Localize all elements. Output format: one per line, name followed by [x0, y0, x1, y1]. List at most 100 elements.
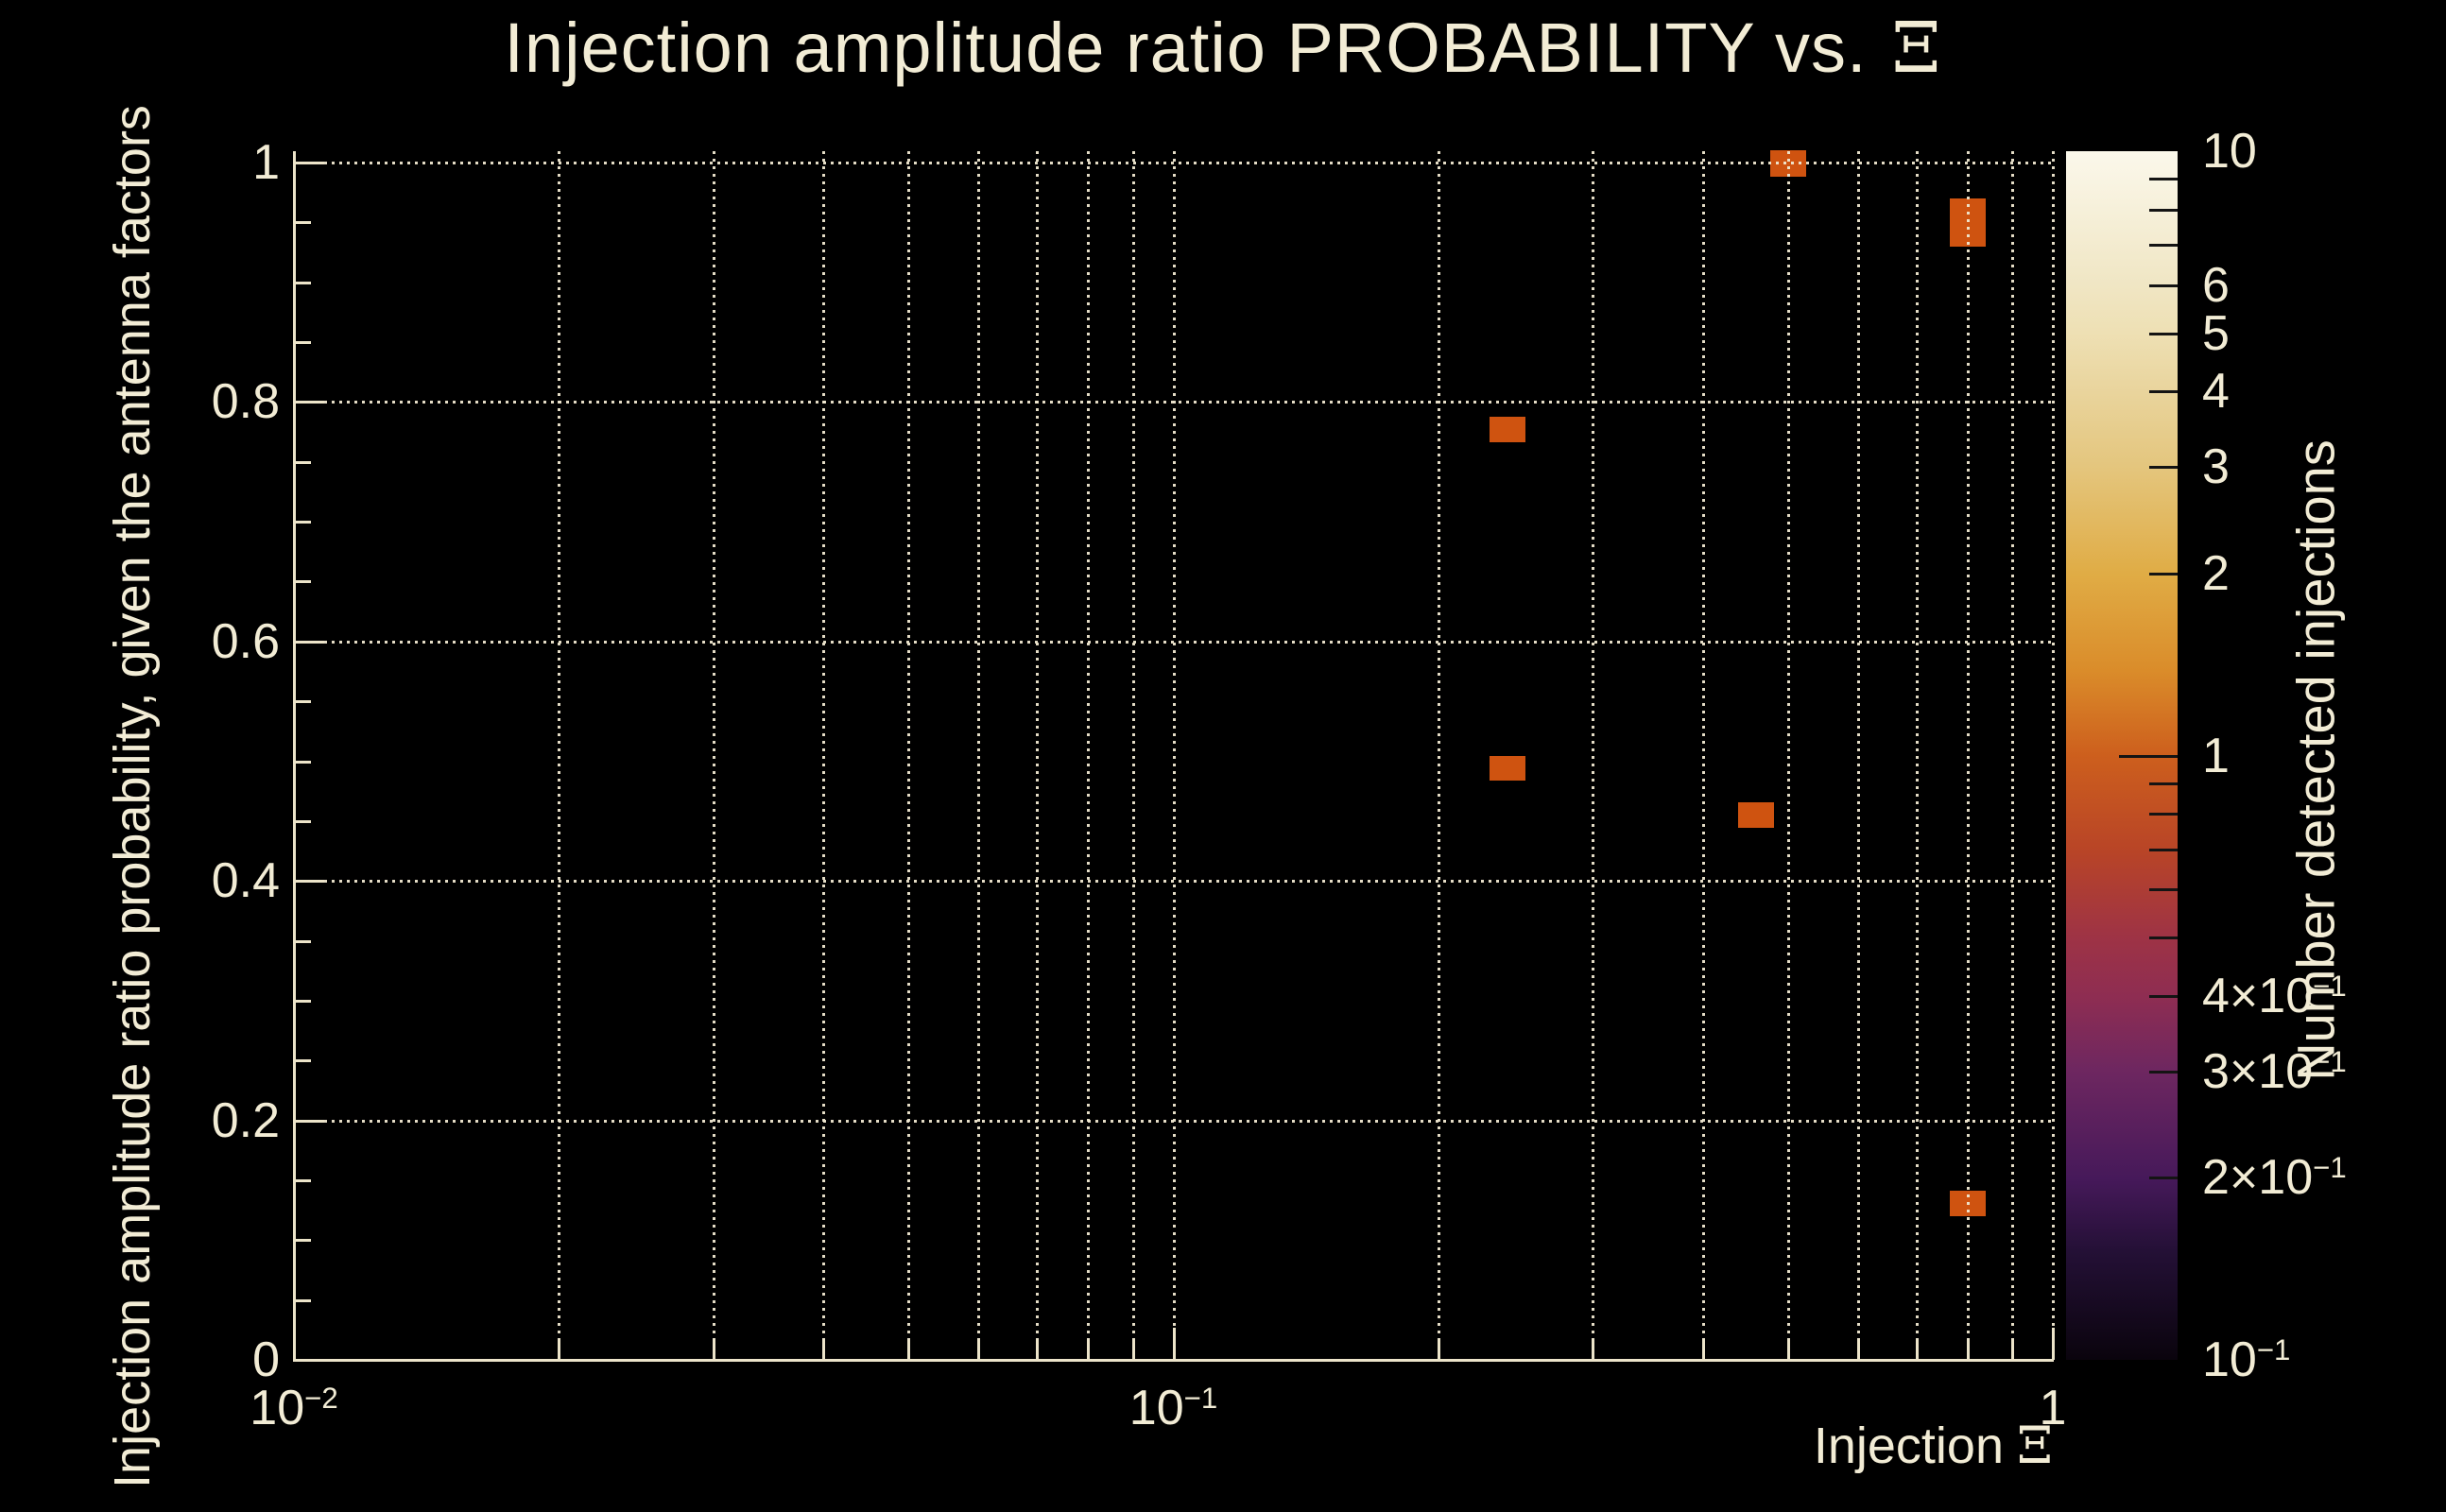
x-tick	[1786, 1339, 1790, 1360]
y-gridline	[294, 1119, 2053, 1123]
colorbar-tick	[2119, 754, 2178, 758]
y-tick-label: 0	[252, 1332, 280, 1387]
y-gridline	[294, 401, 2053, 404]
y-tick-label: 0.8	[211, 374, 280, 430]
y-tick	[296, 880, 324, 884]
x-gridline	[2011, 151, 2015, 1360]
y-tick	[296, 999, 311, 1003]
colorbar-tick	[2149, 572, 2178, 576]
colorbar-tick	[2149, 332, 2178, 335]
colorbar-tick-label: 2×10−1	[2202, 1150, 2347, 1206]
y-gridline	[294, 162, 2053, 164]
x-gridline	[907, 151, 911, 1360]
y-tick	[296, 819, 311, 823]
x-tick	[1592, 1339, 1595, 1360]
y-tick	[296, 221, 311, 225]
x-gridline	[1915, 151, 1919, 1360]
y-tick	[296, 401, 324, 404]
x-gridline	[2052, 151, 2055, 1360]
colorbar-tick	[2149, 782, 2178, 785]
x-gridline	[712, 151, 715, 1360]
x-tick-label: 1	[2039, 1381, 2067, 1435]
x-tick	[2011, 1339, 2015, 1360]
x-tick-label: 10−1	[1128, 1381, 1218, 1435]
x-tick	[1856, 1339, 1860, 1360]
y-tick	[296, 1298, 311, 1302]
data-bin	[1490, 756, 1526, 782]
x-tick	[977, 1339, 981, 1360]
x-gridline	[1856, 151, 1860, 1360]
colorbar-tick-label: 1	[2202, 728, 2230, 783]
colorbar-tick-label: 10	[2202, 124, 2257, 179]
y-tick	[296, 521, 311, 524]
x-tick	[2052, 1328, 2055, 1360]
x-tick	[1087, 1339, 1091, 1360]
plot-title: Injection amplitude ratio PROBABILITY vs…	[0, 8, 2446, 89]
x-tick-label: 10−2	[250, 1381, 338, 1435]
colorbar-tick-label: 2	[2202, 545, 2230, 601]
x-gridline	[1592, 151, 1595, 1360]
y-tick	[296, 700, 311, 704]
x-gridline	[1701, 151, 1705, 1360]
x-tick	[1172, 1328, 1176, 1360]
y-tick	[296, 1178, 311, 1182]
y-tick-label: 0.6	[211, 613, 280, 669]
y-tick	[296, 1119, 324, 1123]
x-axis-title: Injection Ξ	[1813, 1416, 2053, 1475]
x-gridline	[1131, 151, 1135, 1360]
colorbar-tick-label: 3×10−1	[2202, 1043, 2347, 1099]
y-tick	[296, 1059, 311, 1063]
colorbar-tick-label: 6	[2202, 257, 2230, 313]
x-gridline	[1966, 151, 1970, 1360]
y-axis-title: Injection amplitude ratio probability, g…	[104, 105, 161, 1488]
y-tick-label: 0.2	[211, 1092, 280, 1148]
xi-symbol: Ξ	[2017, 1416, 2053, 1475]
x-tick	[558, 1339, 561, 1360]
colorbar-tick-label: 10−1	[2202, 1332, 2291, 1387]
colorbar-tick	[2149, 936, 2178, 939]
x-tick	[1437, 1339, 1440, 1360]
data-bin	[1490, 417, 1526, 443]
colorbar-title: Number detected injections	[2285, 439, 2346, 1081]
y-tick	[296, 760, 311, 764]
colorbar-tick	[2149, 1177, 2178, 1180]
y-axis-line	[293, 151, 296, 1362]
x-gridline	[1087, 151, 1091, 1360]
colorbar-tick-label: 5	[2202, 305, 2230, 361]
colorbar-tick	[2149, 848, 2178, 851]
xi-symbol: Ξ	[1891, 8, 1942, 89]
x-tick	[907, 1339, 911, 1360]
colorbar-tick	[2149, 466, 2178, 470]
y-gridline	[294, 640, 2053, 644]
colorbar-tick-label: 4	[2202, 364, 2230, 420]
y-tick-label: 1	[252, 135, 280, 190]
x-gridline	[977, 151, 981, 1360]
y-tick	[296, 460, 311, 464]
x-tick	[1131, 1339, 1135, 1360]
x-tick	[1915, 1339, 1919, 1360]
y-tick	[296, 640, 324, 644]
data-bin	[1738, 802, 1775, 828]
plot-title-text: Injection amplitude ratio PROBABILITY vs…	[504, 9, 1868, 87]
y-tick	[296, 939, 311, 943]
x-gridline	[1036, 151, 1040, 1360]
y-tick	[296, 1239, 311, 1243]
colorbar-tick-label: 4×10−1	[2202, 968, 2347, 1023]
x-tick	[712, 1339, 715, 1360]
x-tick	[822, 1339, 826, 1360]
y-tick	[296, 580, 311, 584]
y-gridline	[294, 880, 2053, 884]
colorbar-tick	[2149, 1070, 2178, 1074]
colorbar-tick	[2149, 994, 2178, 998]
colorbar-tick	[2149, 390, 2178, 394]
x-gridline	[1172, 151, 1176, 1360]
colorbar-tick-label: 3	[2202, 439, 2230, 495]
x-gridline	[1786, 151, 1790, 1360]
x-axis-line	[293, 1359, 2054, 1362]
x-tick	[1701, 1339, 1705, 1360]
x-gridline	[1437, 151, 1440, 1360]
x-gridline	[822, 151, 826, 1360]
y-tick	[296, 162, 324, 164]
colorbar-tick	[2149, 813, 2178, 816]
y-tick-label: 0.4	[211, 853, 280, 909]
